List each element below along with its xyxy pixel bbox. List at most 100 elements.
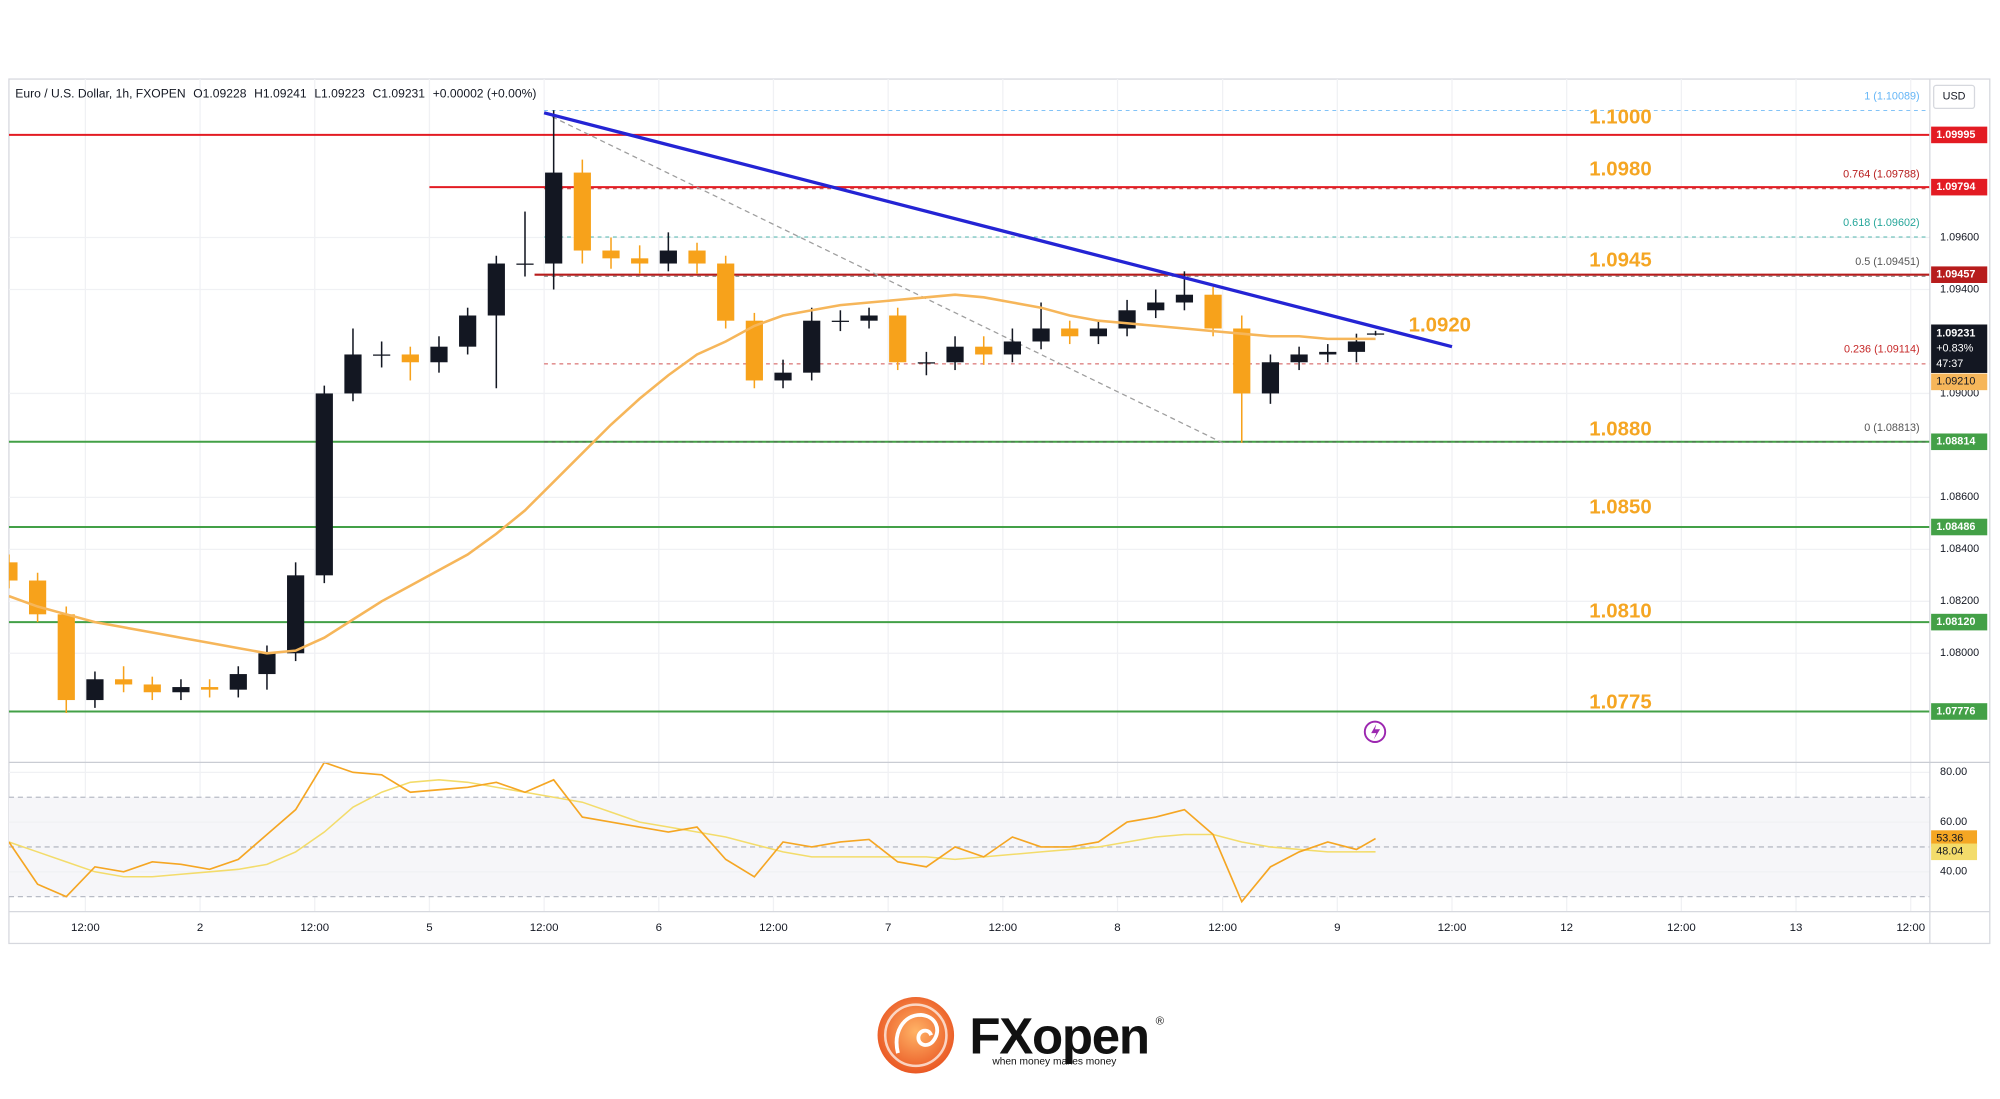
level-label: 1.0810 [1589, 600, 1651, 622]
candle-body [917, 362, 935, 364]
level-label: 1.0920 [1409, 315, 1471, 337]
x-tick-label: 12:00 [1667, 922, 1696, 934]
x-tick-label: 9 [1334, 922, 1340, 934]
y-tick-label: 1.09000 [1940, 387, 1979, 399]
fib-diagonal [543, 112, 1223, 444]
level-tag [1931, 518, 1988, 536]
logo-tagline: when money makes money [991, 1057, 1117, 1068]
y-tick-label: 1.08000 [1940, 647, 1979, 659]
fib-label: 0.5 (1.09451) [1855, 256, 1919, 268]
candle-body [57, 614, 75, 701]
chart-header: Euro / U.S. Dollar, 1h, FXOPEN O1.09228 H1… [15, 87, 536, 101]
y-tick-label: 1.08600 [1940, 491, 1979, 503]
level-label: 1.1000 [1589, 107, 1651, 129]
countdown-label: 47:37 [1936, 358, 1963, 370]
level-tag-label: 1.09794 [1936, 181, 1975, 193]
ma-tag-label: 1.09210 [1936, 376, 1975, 388]
x-tick-label: 12:00 [300, 922, 329, 934]
level-tag [1931, 703, 1988, 720]
candle-body [516, 263, 534, 265]
moving-average [8, 293, 1376, 655]
x-tick-label: 12:00 [530, 922, 559, 934]
y-tick-label: 1.09600 [1940, 231, 1979, 243]
logo-open: open [1032, 1008, 1149, 1065]
y-tick-label: 1.09400 [1940, 283, 1979, 295]
candle-body [344, 354, 362, 394]
candle-body [1061, 328, 1079, 337]
rsi-line [8, 761, 1376, 904]
alert-icon[interactable] [1363, 720, 1387, 743]
candle-body [889, 315, 907, 363]
candle-body [545, 172, 563, 264]
last-price-label: 1.09231 [1936, 327, 1975, 339]
level-tag-label: 1.08486 [1936, 521, 1975, 533]
x-tick-label: 12:00 [1896, 922, 1925, 934]
fib-label: 1 (1.10089) [1864, 90, 1919, 102]
rsi-tick-label: 80.00 [1940, 766, 1967, 778]
logo-mark: ® [1156, 1015, 1165, 1027]
candle-body [573, 172, 591, 251]
alert-icon-bolt [1371, 724, 1381, 740]
candle-body [1175, 294, 1194, 303]
fib-label: 0.764 (1.09788) [1843, 169, 1919, 181]
candle-body [201, 687, 219, 690]
x-tick-label: 5 [426, 922, 432, 934]
rsi-ma-tag [1931, 843, 1978, 861]
candle-body [373, 354, 391, 356]
level-label: 1.0880 [1589, 419, 1651, 441]
x-tick-label: 8 [1114, 922, 1120, 934]
header-ohlc: C1.09231 [373, 87, 426, 101]
candle-body [287, 575, 305, 654]
logo-fx: FX [969, 1008, 1033, 1065]
candle-body [229, 674, 247, 690]
candle-body [688, 250, 706, 264]
candle-body [86, 679, 104, 701]
candle-body [430, 346, 448, 363]
fib-label: 0.618 (1.09602) [1843, 217, 1919, 229]
trendline [543, 111, 1453, 349]
currency-label: USD [1943, 91, 1966, 103]
x-tick-label: 7 [885, 922, 891, 934]
candle-body [172, 687, 190, 693]
level-label: 1.0850 [1589, 496, 1651, 518]
x-tick-label: 12 [1560, 922, 1573, 934]
level-tag [1931, 178, 1988, 196]
header-ohlc: +0.00002 (+0.00%) [433, 87, 537, 101]
candle-body [831, 320, 849, 322]
level-tag [1931, 126, 1988, 144]
candle-body [631, 258, 649, 264]
candle-body [745, 320, 763, 381]
fib-label: 0.236 (1.09114) [1844, 344, 1920, 356]
level-tag [1931, 613, 1988, 631]
candle-body [1233, 328, 1251, 394]
level-label: 1.0775 [1589, 691, 1651, 713]
candle-body [1204, 294, 1222, 329]
rsi-tick-label: 60.00 [1940, 816, 1967, 828]
rsi-ma-line [8, 779, 1376, 878]
candle-body [1003, 341, 1021, 355]
candle-body [8, 562, 18, 581]
rsi-ma-tag-label: 48.04 [1936, 846, 1963, 858]
last-change-label: +0.83% [1936, 343, 1973, 355]
candle-body [975, 346, 993, 355]
candle-body [774, 372, 792, 381]
candle-body [1089, 328, 1108, 337]
logo: FXopen ® when money makes money [877, 997, 1165, 1074]
candle-body [1290, 354, 1308, 363]
x-tick-label: 12:00 [1208, 922, 1237, 934]
candle-body [1347, 341, 1366, 352]
rsi-tag [1931, 830, 1978, 847]
candle-body [258, 653, 276, 675]
x-tick-label: 12:00 [71, 922, 100, 934]
logo-emblem [877, 997, 955, 1074]
x-tick-label: 6 [656, 922, 662, 934]
candle-body [1118, 310, 1136, 329]
candle-body [143, 684, 161, 693]
header-ohlc: O1.09228 [193, 87, 246, 101]
x-tick-label: 12:00 [1438, 922, 1467, 934]
currency-box [1933, 84, 1976, 110]
logo-emblem-swirl [894, 1012, 939, 1054]
candle-body [487, 263, 505, 316]
candle-body [860, 315, 878, 321]
